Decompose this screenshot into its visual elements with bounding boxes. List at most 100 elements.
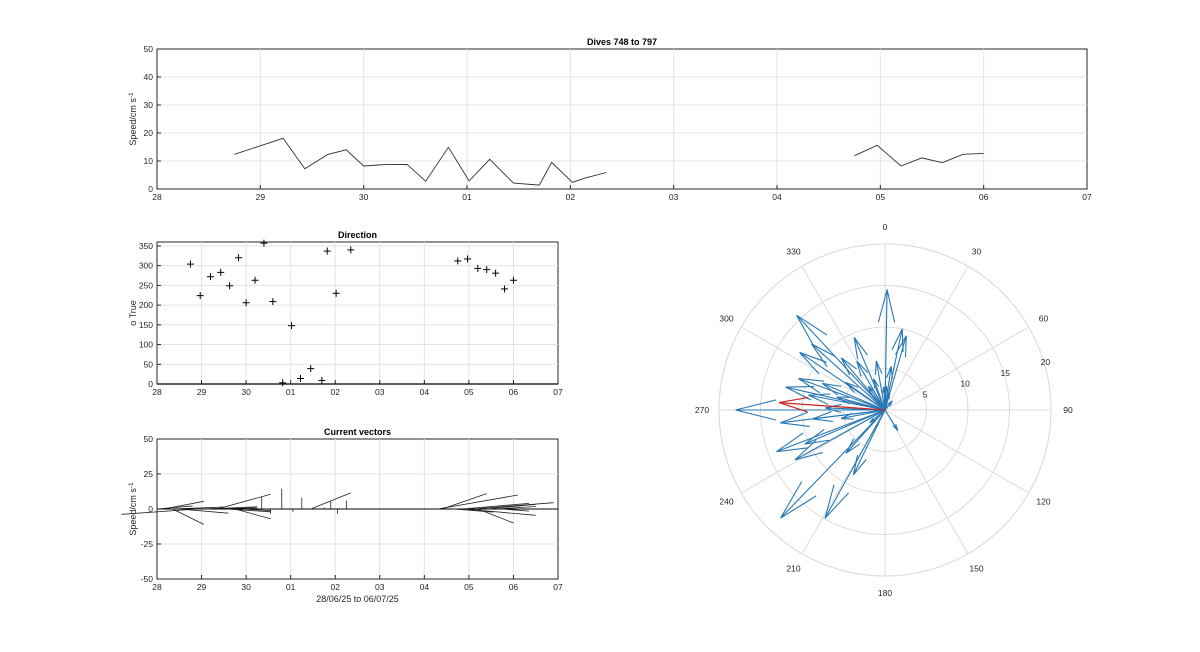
polar-vector-arrow-shaft — [811, 343, 886, 411]
polar-vector-arrow-head — [890, 366, 893, 379]
direction-point — [206, 273, 214, 281]
x-tick-label: 05 — [464, 582, 474, 592]
x-tick-label: 03 — [669, 192, 679, 202]
polar-vector-arrow — [804, 409, 886, 445]
direction-point — [318, 376, 326, 384]
polar-vector-arrow-shaft — [856, 360, 886, 411]
polar-vector-arrow-head — [875, 360, 883, 374]
direction-point — [464, 255, 472, 263]
polar-vector-arrow — [840, 357, 886, 411]
x-tick-label: 29 — [197, 582, 207, 592]
direction-point — [269, 298, 277, 306]
x-tick-label: 28 — [152, 387, 162, 397]
x-tick-label: 29 — [197, 387, 207, 397]
polar-vector-arrow-shaft — [796, 314, 886, 411]
direction-point — [501, 285, 509, 293]
polar-vector-arrow-head — [735, 399, 777, 411]
polar-theta-label: 330 — [786, 247, 800, 257]
polar-vector-arrow — [884, 328, 904, 411]
x-tick-label: 03 — [375, 582, 385, 592]
current-vector-stick — [234, 508, 271, 520]
current-vector-stick — [495, 506, 536, 510]
polar-r-label: 20 — [1041, 357, 1051, 367]
y-tick-label: 50 — [144, 44, 154, 54]
direction-point — [217, 268, 225, 276]
polar-spoke — [740, 326, 886, 411]
direction-point — [288, 322, 296, 330]
polar-vector-arrow-shaft — [780, 409, 886, 519]
direction-point — [260, 239, 268, 247]
speed-series-line — [854, 144, 984, 167]
polar-vector-arrow-shaft — [776, 409, 886, 453]
x-tick-label: 07 — [553, 387, 563, 397]
polar-vector-arrow-head — [856, 360, 869, 373]
x-tick-label: 04 — [420, 582, 430, 592]
polar-vector-arrow-head — [799, 352, 820, 375]
polar-vector-arrow — [811, 343, 886, 411]
polar-vector-arrow — [884, 409, 899, 431]
current-vector-stick — [156, 505, 193, 510]
polar-vector-arrow-head — [794, 439, 817, 461]
direction-point — [492, 269, 500, 277]
x-tick-label: 05 — [464, 387, 474, 397]
polar-vector-arrow-head — [852, 459, 867, 476]
polar-vector-arrow — [794, 409, 886, 461]
polar-theta-label: 270 — [695, 405, 709, 415]
polar-vector-arrow-shaft — [884, 409, 899, 431]
direction-point — [347, 246, 355, 254]
direction-chart-ylabel: o True — [128, 300, 138, 326]
y-tick-label: -50 — [141, 574, 154, 584]
polar-vector-arrow-head — [798, 378, 821, 394]
polar-vector-arrow-head — [885, 366, 892, 379]
direction-point — [454, 257, 462, 265]
polar-vector-arrow-head — [873, 378, 876, 389]
speed-time-chart: 28 29 30 01 02 03 04 05 06 07 0 10 20 30 40 50 Dives 74… — [128, 37, 1092, 202]
polar-theta-label: 240 — [719, 497, 733, 507]
current-vector-stick — [464, 508, 536, 516]
y-tick-label: 0 — [148, 504, 153, 514]
x-tick-label: 01 — [462, 192, 472, 202]
polar-vector-arrow-head — [894, 335, 907, 355]
polar-theta-label: 300 — [719, 314, 733, 324]
x-tick-label: 06 — [509, 387, 519, 397]
polar-vector-arrow — [884, 335, 907, 411]
current-vector-stick — [172, 508, 204, 525]
polar-vector-arrow-shaft — [845, 409, 886, 454]
polar-vector-arrow-head — [891, 328, 903, 350]
x-tick-label: 01 — [286, 387, 296, 397]
polar-vector-arrow — [824, 409, 886, 519]
polar-vector-arrow-shaft — [840, 409, 886, 420]
polar-vector-arrow — [840, 409, 886, 420]
current-vectors-title: Current vectors — [324, 427, 391, 437]
polar-vector-arrow-shaft — [822, 382, 886, 411]
polar-theta-label: 150 — [969, 563, 983, 573]
direction-point — [196, 292, 204, 300]
speed-chart-ylabel: Speed/cm s-1 — [128, 92, 139, 146]
polar-theta-label: 90 — [1063, 405, 1073, 415]
y-tick-label: 20 — [144, 128, 154, 138]
direction-point — [242, 299, 250, 307]
polar-r-label: 15 — [1001, 368, 1011, 378]
y-tick-label: 0 — [148, 379, 153, 389]
current-vector-stick — [462, 503, 530, 510]
polar-spoke — [884, 326, 1030, 411]
polar-vector-arrow — [798, 377, 886, 411]
y-tick-label: 10 — [144, 156, 154, 166]
speed-series-line — [234, 137, 607, 186]
polar-theta-label: 120 — [1036, 497, 1050, 507]
polar-vector-arrow-shaft — [840, 357, 886, 411]
current-vector-stick — [121, 508, 198, 515]
y-tick-label: 50 — [144, 359, 154, 369]
polar-vector-arrow-head — [776, 432, 804, 453]
polar-vector-arrow-head — [794, 451, 823, 461]
polar-vector-arrow-shaft — [884, 289, 888, 411]
current-vector-stick — [226, 508, 271, 513]
x-tick-label: 01 — [286, 582, 296, 592]
current-vectors-xlabel: 28/06/25 to 06/07/25 — [316, 594, 399, 604]
polar-vector-arrow-head — [874, 360, 877, 375]
x-tick-label: 06 — [979, 192, 989, 202]
y-tick-label: 100 — [139, 340, 153, 350]
y-tick-label: 300 — [139, 261, 153, 271]
x-tick-label: 30 — [241, 582, 251, 592]
